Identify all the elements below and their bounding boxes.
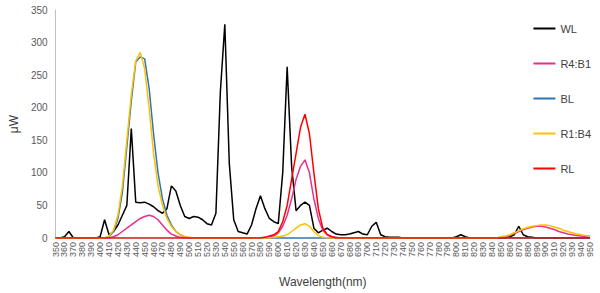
svg-text:500: 500 xyxy=(184,242,195,257)
svg-text:530: 530 xyxy=(210,242,221,257)
svg-text:880: 880 xyxy=(522,242,533,257)
svg-text:940: 940 xyxy=(576,242,587,257)
svg-text:0: 0 xyxy=(42,233,48,244)
svg-text:600: 600 xyxy=(273,242,284,257)
svg-text:890: 890 xyxy=(531,242,542,257)
svg-text:760: 760 xyxy=(415,242,426,257)
svg-text:350: 350 xyxy=(50,242,61,257)
svg-text:400: 400 xyxy=(95,242,106,257)
svg-text:860: 860 xyxy=(504,242,515,257)
svg-text:590: 590 xyxy=(264,242,275,257)
svg-text:100: 100 xyxy=(31,167,48,178)
svg-text:770: 770 xyxy=(424,242,435,257)
svg-text:200: 200 xyxy=(31,102,48,113)
svg-text:450: 450 xyxy=(139,242,150,257)
svg-text:BL: BL xyxy=(560,93,573,105)
svg-text:730: 730 xyxy=(389,242,399,257)
svg-text:790: 790 xyxy=(442,242,453,257)
svg-text:810: 810 xyxy=(460,242,471,257)
svg-text:580: 580 xyxy=(255,242,266,257)
svg-text:950: 950 xyxy=(585,242,595,257)
svg-text:640: 640 xyxy=(308,242,319,257)
svg-text:750: 750 xyxy=(406,242,417,257)
svg-text:800: 800 xyxy=(451,242,462,257)
svg-text:720: 720 xyxy=(380,242,391,257)
svg-text:50: 50 xyxy=(36,200,48,211)
svg-text:570: 570 xyxy=(246,242,257,257)
svg-text:560: 560 xyxy=(237,242,248,257)
svg-text:150: 150 xyxy=(31,135,48,146)
svg-text:420: 420 xyxy=(112,242,123,257)
svg-text:R1:B4: R1:B4 xyxy=(560,128,591,140)
svg-text:540: 540 xyxy=(219,242,230,257)
svg-text:250: 250 xyxy=(31,70,48,81)
svg-text:740: 740 xyxy=(398,242,408,257)
svg-text:830: 830 xyxy=(478,242,489,257)
svg-text:520: 520 xyxy=(202,242,212,257)
svg-text:850: 850 xyxy=(495,242,506,257)
svg-text:930: 930 xyxy=(567,242,578,257)
svg-text:900: 900 xyxy=(540,242,551,257)
svg-text:410: 410 xyxy=(104,242,114,257)
svg-text:480: 480 xyxy=(166,242,177,257)
svg-text:R4:B1: R4:B1 xyxy=(560,58,591,70)
svg-text:390: 390 xyxy=(86,242,97,257)
svg-text:630: 630 xyxy=(300,242,310,257)
svg-text:670: 670 xyxy=(335,242,346,257)
svg-text:430: 430 xyxy=(121,242,132,257)
svg-text:610: 610 xyxy=(282,242,293,257)
svg-text:360: 360 xyxy=(59,242,70,257)
svg-text:RL: RL xyxy=(560,163,574,175)
svg-text:WL: WL xyxy=(560,23,577,35)
svg-text:490: 490 xyxy=(175,242,186,257)
svg-text:370: 370 xyxy=(68,242,79,257)
svg-text:510: 510 xyxy=(193,242,204,257)
svg-text:650: 650 xyxy=(317,242,328,257)
svg-text:Wavelength(nm): Wavelength(nm) xyxy=(279,275,367,289)
svg-text:460: 460 xyxy=(148,242,159,257)
svg-text:300: 300 xyxy=(31,37,48,48)
svg-text:μW: μW xyxy=(7,114,21,133)
svg-text:820: 820 xyxy=(469,242,480,257)
svg-text:870: 870 xyxy=(513,242,524,257)
svg-text:660: 660 xyxy=(326,242,337,257)
svg-text:350: 350 xyxy=(31,5,48,16)
svg-text:550: 550 xyxy=(228,242,239,257)
svg-text:680: 680 xyxy=(344,242,355,257)
svg-text:470: 470 xyxy=(157,242,168,257)
svg-text:780: 780 xyxy=(433,242,444,257)
svg-text:690: 690 xyxy=(353,242,364,257)
svg-text:910: 910 xyxy=(549,242,560,257)
svg-text:700: 700 xyxy=(362,242,373,257)
svg-text:710: 710 xyxy=(371,242,382,257)
svg-text:620: 620 xyxy=(291,242,302,257)
svg-text:380: 380 xyxy=(77,242,88,257)
svg-text:920: 920 xyxy=(558,242,569,257)
svg-text:840: 840 xyxy=(487,242,497,257)
svg-text:440: 440 xyxy=(130,242,141,257)
